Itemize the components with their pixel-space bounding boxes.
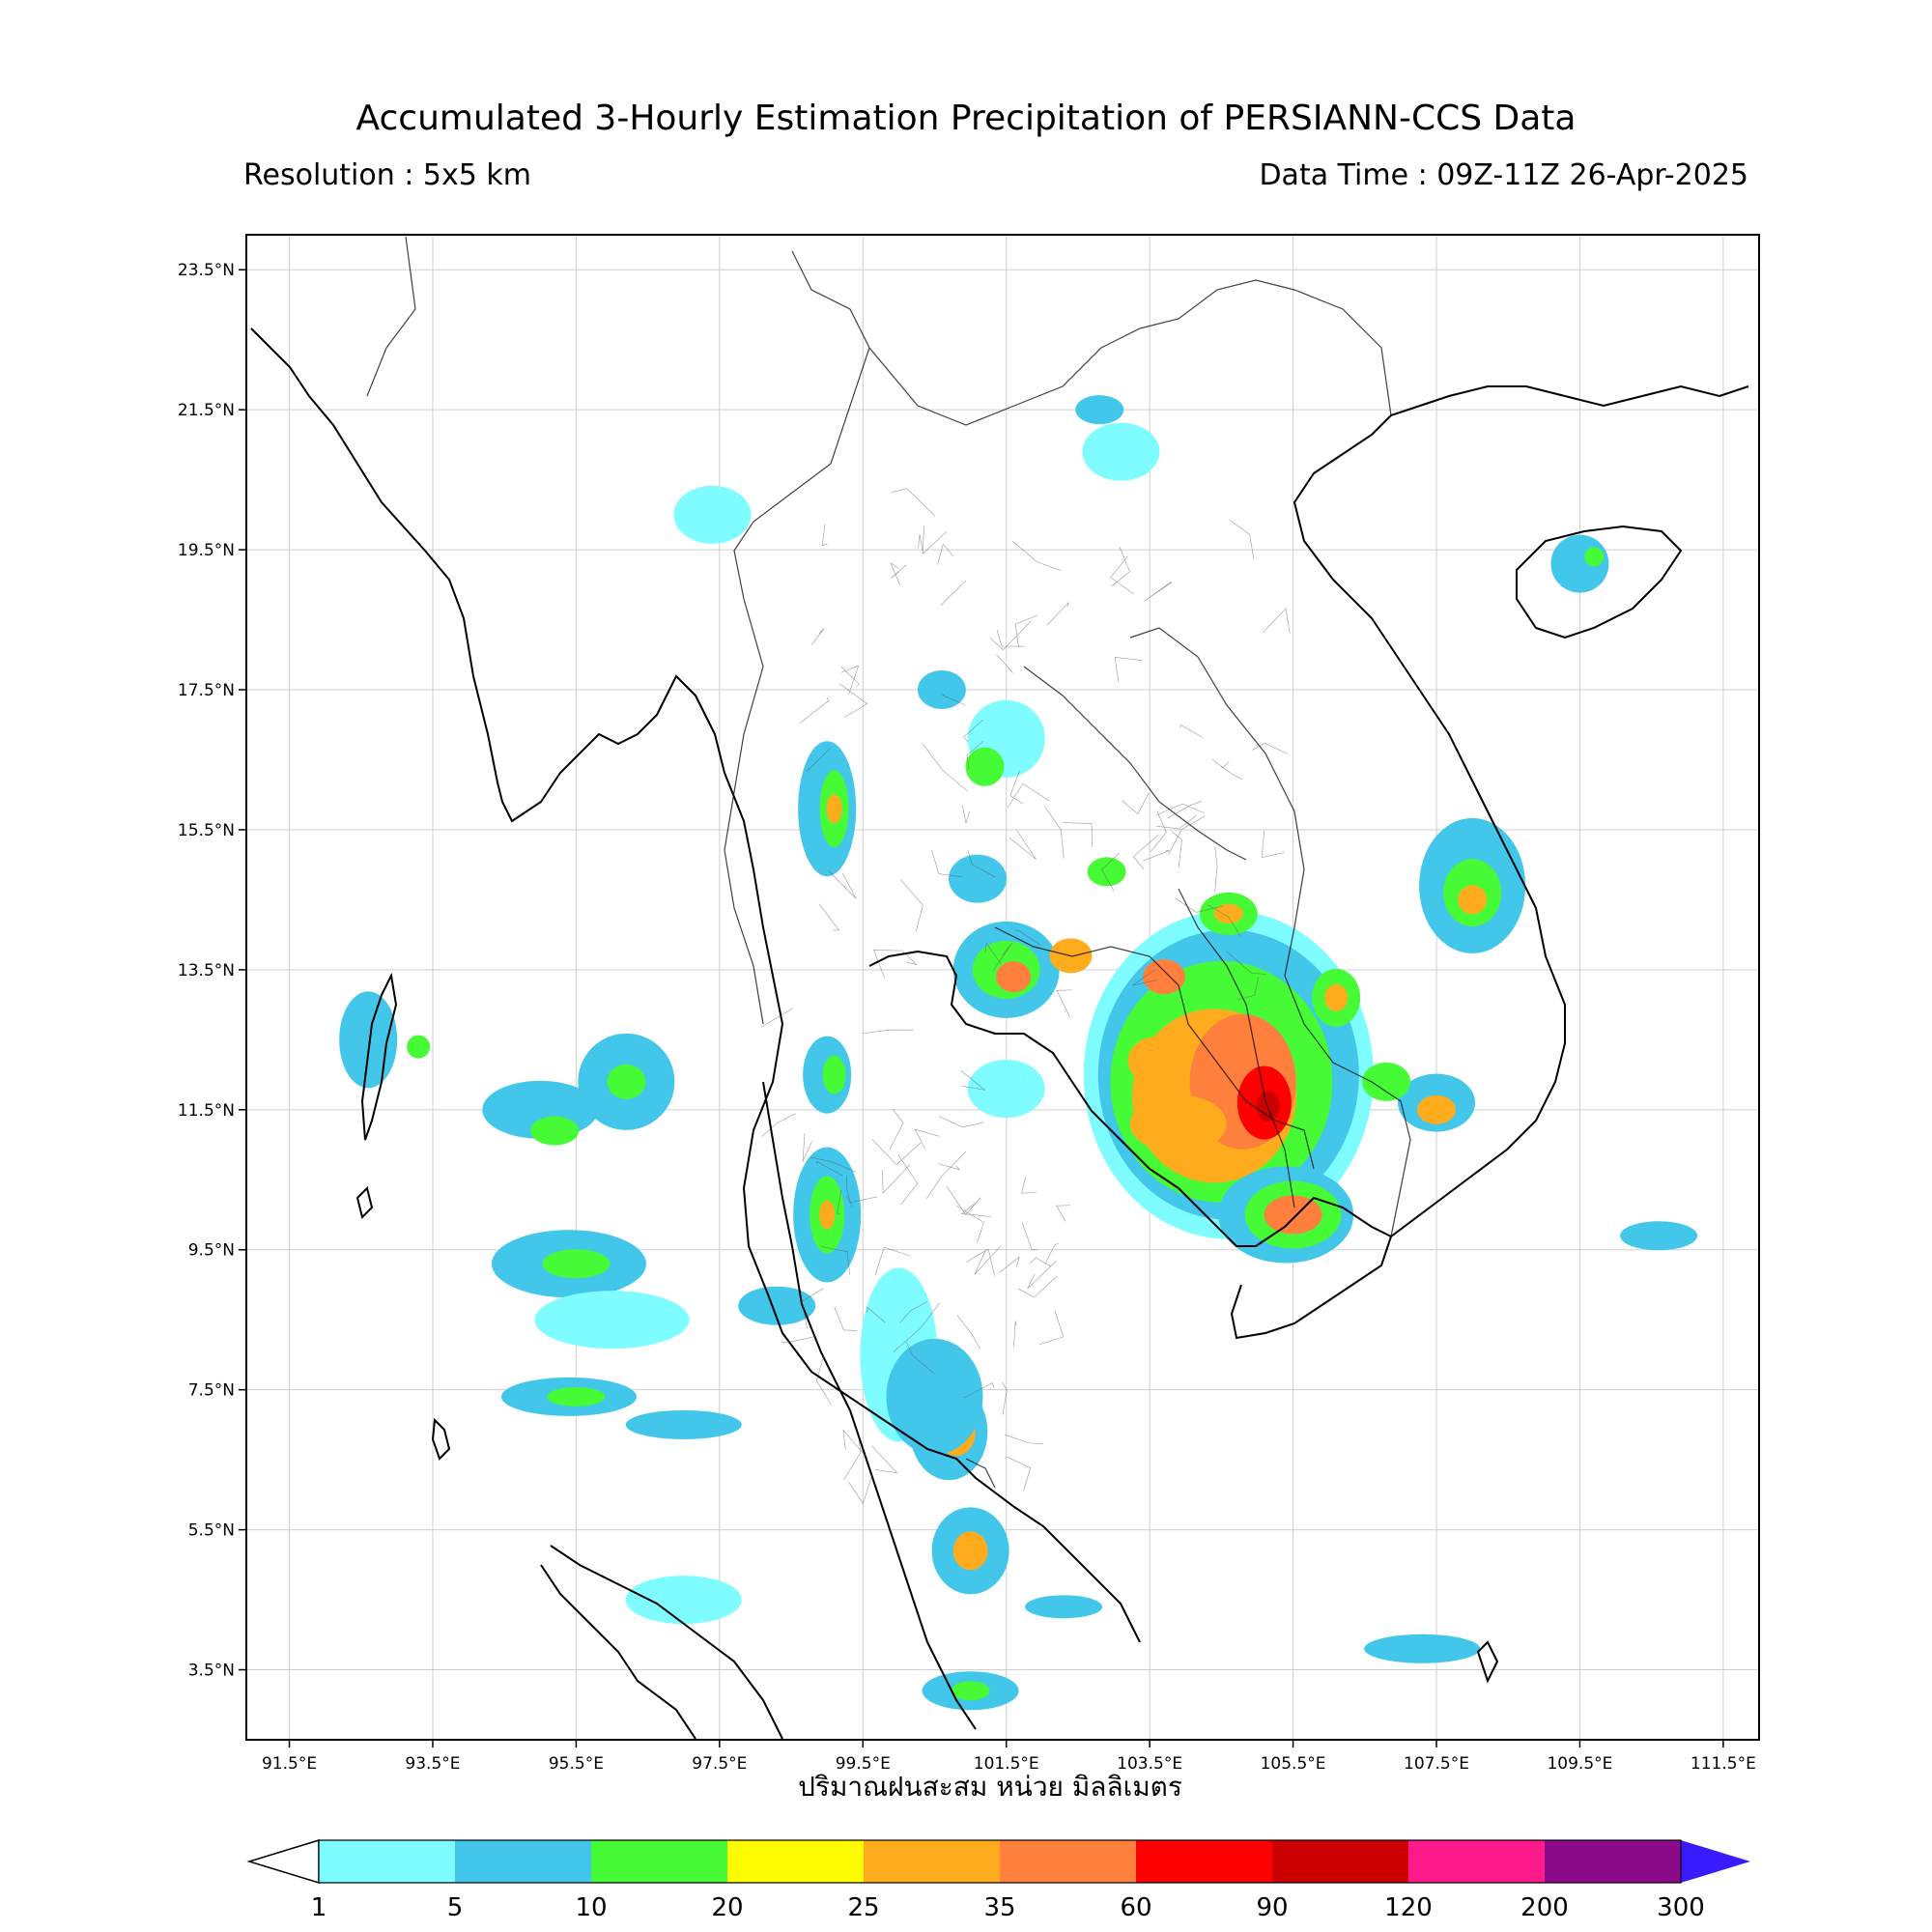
rain-area <box>826 794 842 824</box>
map-frame <box>245 234 1760 1741</box>
rain-area <box>1129 1094 1227 1153</box>
lon-tick-label: 95.5°E <box>549 1754 604 1774</box>
colorbar-segment <box>1408 1840 1545 1883</box>
lon-tick-label: 99.5°E <box>836 1754 891 1774</box>
colorbar-segment <box>455 1840 591 1883</box>
lat-tick-label: 13.5°N <box>178 961 235 980</box>
lat-tick-label: 3.5°N <box>188 1662 235 1681</box>
lon-tick-label: 105.5°E <box>1261 1754 1326 1774</box>
rain-area <box>530 1116 580 1146</box>
lat-tick-label: 9.5°N <box>188 1241 235 1261</box>
lat-tick-label: 21.5°N <box>178 401 235 420</box>
colorbar-segment <box>1136 1840 1272 1883</box>
axis-ticks <box>239 269 1724 1747</box>
map-title: Accumulated 3-Hourly Estimation Precipit… <box>355 99 1577 138</box>
colorbar-level-label: 300 <box>1657 1893 1705 1922</box>
data-time-label: Data Time : 09Z-11Z 26-Apr-2025 <box>1259 158 1748 192</box>
rain-area <box>607 1064 646 1099</box>
rain-area <box>996 961 1032 993</box>
colorbar-level-label: 120 <box>1384 1893 1433 1922</box>
rain-area <box>534 1291 690 1350</box>
rain-area <box>625 1576 742 1625</box>
colorbar-over-arrow <box>1681 1840 1750 1883</box>
lat-tick-label: 15.5°N <box>178 821 235 840</box>
rain-area <box>951 1681 990 1701</box>
colorbar-segment <box>591 1840 727 1883</box>
colorbar-segment <box>864 1840 1000 1883</box>
province-lines <box>760 488 1291 1505</box>
colorbar: 1 5 10 20 25 35 60 90 120 200 300 <box>246 1838 1750 1922</box>
rain-area <box>1127 1037 1186 1086</box>
lat-tick-label: 19.5°N <box>178 541 235 560</box>
country-borders <box>366 236 1411 1489</box>
rain-area <box>967 1060 1045 1119</box>
colorbar-segment <box>727 1840 864 1883</box>
colorbar-level-label: 20 <box>711 1893 743 1922</box>
rain-area <box>1142 959 1185 995</box>
colorbar-segment <box>1545 1840 1681 1883</box>
rain-area <box>1082 422 1160 481</box>
rain-area <box>1025 1595 1103 1619</box>
lon-tick-label: 111.5°E <box>1690 1754 1756 1774</box>
colorbar-level-label: 90 <box>1256 1893 1288 1922</box>
rain-area <box>965 747 1005 786</box>
rain-area <box>819 1200 836 1230</box>
lon-tick-label: 107.5°E <box>1404 1754 1469 1774</box>
lat-tick-label: 23.5°N <box>178 261 235 280</box>
rain-area <box>1362 1062 1411 1101</box>
colorbar-segment <box>1272 1840 1408 1883</box>
rain-area <box>1075 395 1124 425</box>
rain-area <box>822 1055 846 1094</box>
colorbar-level-label: 1 <box>311 1893 327 1922</box>
rain-area <box>1458 885 1488 915</box>
lon-tick-label: 103.5°E <box>1117 1754 1182 1774</box>
lon-tick-label: 93.5°E <box>405 1754 460 1774</box>
colorbar-level-label: 10 <box>575 1893 607 1922</box>
rain-area <box>542 1249 611 1279</box>
lon-tick-label: 97.5°E <box>692 1754 747 1774</box>
lon-tick-label: 91.5°E <box>262 1754 317 1774</box>
lat-tick-label: 11.5°N <box>178 1101 235 1121</box>
colorbar-level-label: 5 <box>447 1893 464 1922</box>
colorbar-under-arrow <box>246 1838 320 1885</box>
rain-area <box>625 1409 742 1439</box>
rain-area <box>738 1286 816 1325</box>
rain-area <box>1584 547 1605 567</box>
axis-tick-labels: 23.5°N 21.5°N 19.5°N 17.5°N 15.5°N 13.5°N 11.5… <box>178 261 1756 1774</box>
rain-area <box>1213 903 1243 923</box>
rain-area <box>547 1386 606 1406</box>
rain-area <box>1364 1634 1481 1663</box>
lat-tick-label: 7.5°N <box>188 1381 235 1401</box>
coastlines <box>250 327 1749 1740</box>
lat-tick-label: 17.5°N <box>178 681 235 700</box>
rain-area <box>1324 983 1349 1011</box>
rain-area <box>1087 857 1126 887</box>
x-axis-label: ปริมาณฝนสะสม หน่วย มิลลิเมตร <box>798 1771 1182 1803</box>
rain-area <box>339 991 398 1089</box>
rain-area <box>952 1531 988 1571</box>
colorbar-level-label: 60 <box>1120 1893 1151 1922</box>
rain-area <box>949 854 1008 903</box>
resolution-label: Resolution : 5x5 km <box>243 158 531 192</box>
lon-tick-label: 101.5°E <box>974 1754 1039 1774</box>
gridlines <box>246 235 1759 1740</box>
rain-area <box>407 1035 431 1059</box>
rain-area <box>673 485 752 544</box>
rain-area <box>886 1338 983 1455</box>
lon-tick-label: 109.5°E <box>1547 1754 1612 1774</box>
colorbar-level-label: 35 <box>983 1893 1015 1922</box>
colorbar-segment <box>319 1840 455 1883</box>
precipitation-field <box>339 395 1698 1711</box>
rain-area <box>1417 1094 1457 1124</box>
colorbar-level-label: 200 <box>1520 1893 1569 1922</box>
rain-area <box>1620 1221 1698 1251</box>
colorbar-segment <box>1000 1840 1136 1883</box>
colorbar-level-label: 25 <box>847 1893 879 1922</box>
rain-area <box>917 670 966 710</box>
lat-tick-label: 5.5°N <box>188 1521 235 1541</box>
